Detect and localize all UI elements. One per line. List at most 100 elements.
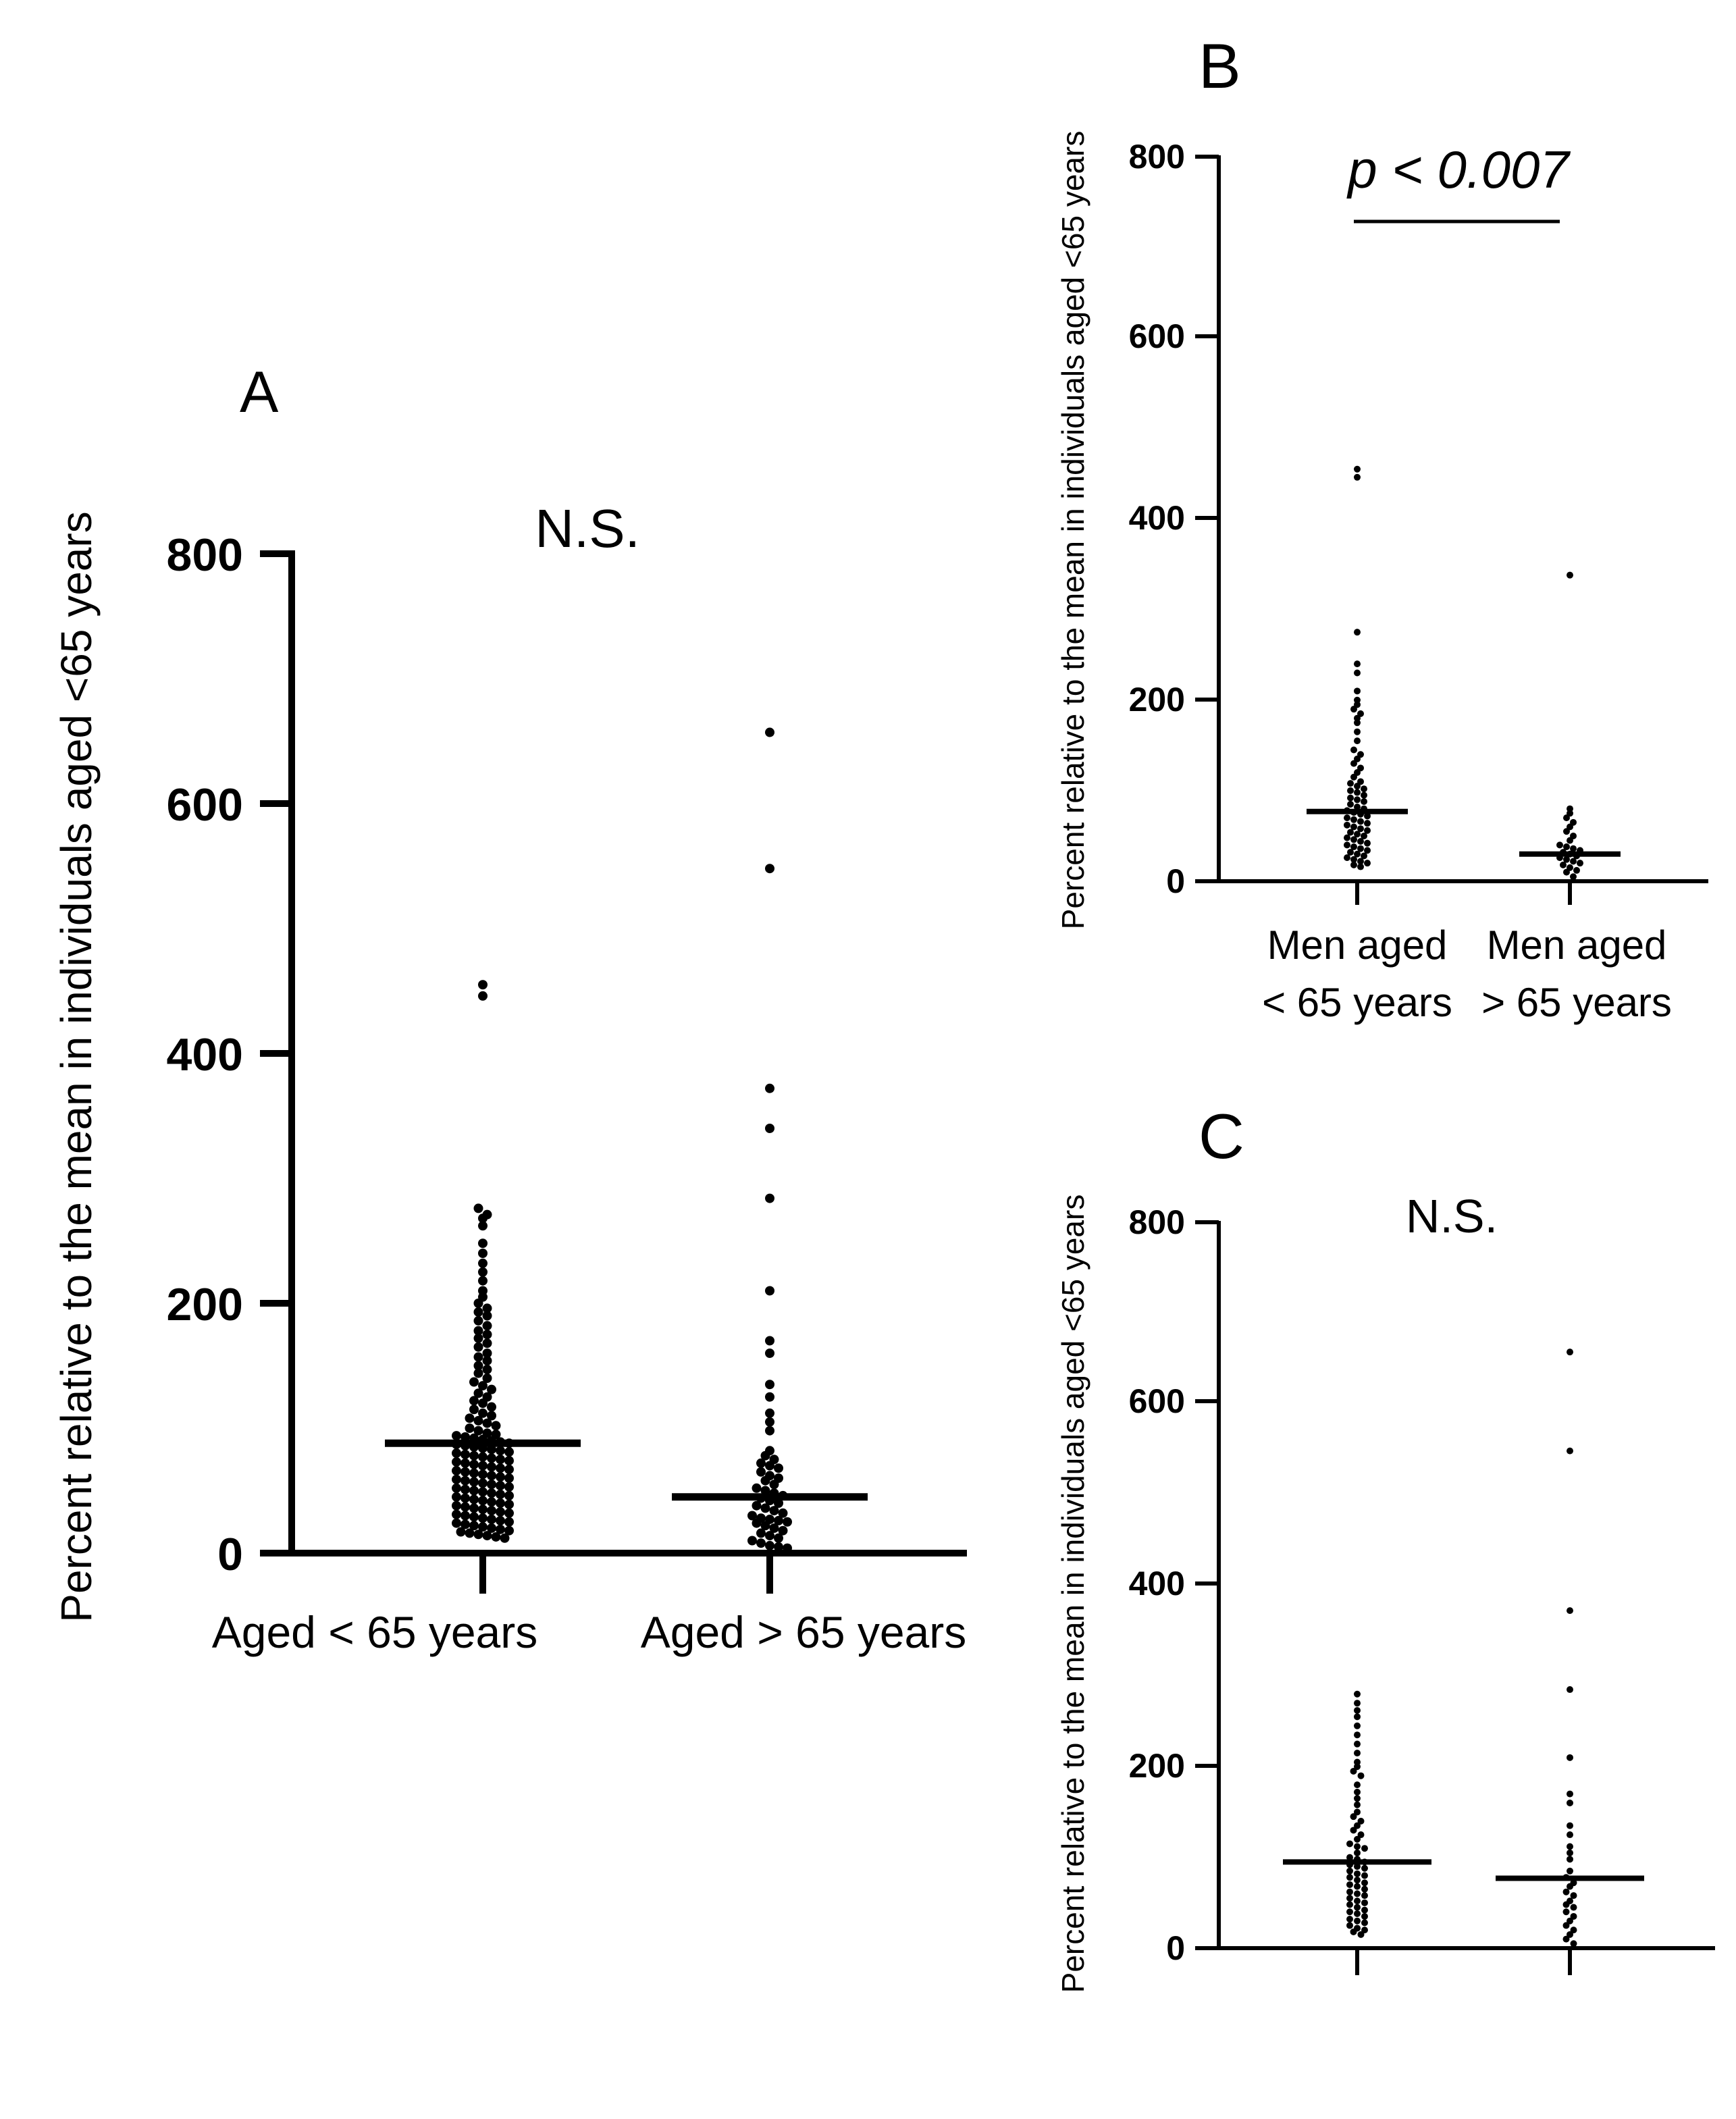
- panel-b-data-point: [1364, 839, 1371, 847]
- panel-b-data-point: [1361, 832, 1367, 839]
- panel-c-label: C: [1199, 1101, 1244, 1172]
- panel-a-data-point: [491, 1421, 501, 1431]
- panel-a-data-point: [774, 1498, 783, 1508]
- panel-a-data-point: [487, 1523, 496, 1533]
- panel-a-data-point: [774, 1533, 783, 1543]
- panel-b-data-point: [1364, 847, 1371, 854]
- panel-a-data-point: [482, 1349, 492, 1358]
- panel-c-data-point: [1361, 1864, 1368, 1872]
- panel-a-y-tick-label: 0: [217, 1529, 243, 1580]
- panel-a-data-point: [487, 1471, 496, 1481]
- panel-a-data-point: [482, 1338, 492, 1349]
- panel-c-data-point: [1357, 1931, 1365, 1938]
- panel-a-data-point: [765, 1531, 774, 1541]
- panel-a-data-point: [473, 1415, 483, 1425]
- panel-a-data-point: [496, 1481, 505, 1491]
- panel-c-data-point: [1354, 1890, 1361, 1898]
- panel-c-y-tick-label: 600: [1129, 1382, 1185, 1420]
- panel-a-data-point: [461, 1519, 470, 1529]
- panel-c-data-point: [1361, 1927, 1368, 1934]
- panel-c-y-tick-label: 200: [1129, 1747, 1185, 1785]
- panel-a-data-point: [473, 1333, 483, 1343]
- panel-b-data-point: [1347, 849, 1354, 856]
- panel-a-data-point: [769, 1506, 779, 1516]
- panel-a-data-point: [478, 1496, 488, 1506]
- panel-a-data-point: [482, 1209, 492, 1220]
- panel-c-data-point: [1346, 1854, 1353, 1861]
- panel-c-data-point: [1570, 1912, 1577, 1920]
- panel-c-data-point: [1354, 1706, 1361, 1714]
- panel-a-data-point: [469, 1405, 479, 1415]
- panel-a-data-point: [473, 1425, 483, 1436]
- panel-a-label: A: [240, 360, 279, 425]
- panel-b-data-point: [1570, 845, 1577, 852]
- panel-a-annotation: N.S.: [535, 498, 640, 558]
- panel-a-data-point: [482, 1531, 492, 1541]
- panel-a-data-point: [765, 1392, 774, 1402]
- panel-a-data-point: [482, 1321, 492, 1331]
- panel-a-data-point: [473, 1368, 483, 1378]
- panel-c-data-point: [1567, 1822, 1573, 1829]
- panel-a-data-point: [783, 1517, 792, 1527]
- panel-b-data-point: [1357, 845, 1364, 852]
- panel-a-data-point: [469, 1450, 479, 1461]
- panel-a-y-tick-label: 600: [167, 779, 243, 831]
- panel-a-data-point: [452, 1518, 461, 1528]
- panel-a-data-point: [765, 727, 774, 737]
- panel-a-data-point: [756, 1528, 766, 1538]
- panel-a-data-point: [769, 1455, 779, 1465]
- panel-c-data-point: [1354, 1731, 1361, 1739]
- panel-c-data-point: [1354, 1883, 1361, 1890]
- panel-b-y-tick-label: 400: [1129, 499, 1185, 537]
- panel-c-data-point: [1361, 1899, 1368, 1906]
- panel-a-data-point: [478, 1258, 488, 1268]
- panel-a-y-tick-label: 200: [167, 1279, 243, 1330]
- panel-b-data-point: [1556, 841, 1563, 849]
- panel-c-data-point: [1354, 1750, 1361, 1757]
- panel-a-data-point: [487, 1402, 496, 1412]
- panel-a-data-point: [487, 1411, 496, 1421]
- panel-a-data-point: [496, 1446, 505, 1456]
- panel-c-data-point: [1354, 1758, 1361, 1766]
- panel-c-data-point: [1346, 1922, 1353, 1929]
- panel-b-data-point: [1354, 804, 1361, 811]
- panel-a: A Percent relative to the mean in indivi…: [52, 360, 967, 1657]
- panel-a-data-point: [496, 1490, 505, 1500]
- panel-a-data-point: [478, 1381, 488, 1391]
- panel-a-data-point: [504, 1447, 514, 1457]
- panel-b-data-point: [1357, 751, 1364, 758]
- panel-a-data-point: [469, 1396, 479, 1406]
- panel-a-data-point: [487, 1444, 496, 1455]
- panel-a-data-point: [504, 1508, 514, 1518]
- panel-a-data-point: [765, 1515, 774, 1525]
- panel-b-y-tick-label: 600: [1129, 317, 1185, 355]
- panel-c-data-point: [1361, 1845, 1368, 1852]
- panel-c-data-point: [1361, 1919, 1368, 1927]
- panel-c: C Percent relative to the mean in indivi…: [1055, 1101, 1715, 1993]
- panel-c-data-point: [1567, 1898, 1573, 1905]
- panel-b-data-point: [1573, 866, 1580, 874]
- panel-b-data-point: [1357, 825, 1364, 833]
- panel-b-label: B: [1199, 30, 1241, 101]
- panel-a-data-point: [504, 1473, 514, 1483]
- panel-c-data-point: [1354, 1822, 1361, 1829]
- panel-a-data-point: [469, 1459, 479, 1469]
- panel-c-data-point: [1354, 1843, 1361, 1850]
- panel-a-data-point: [461, 1484, 470, 1494]
- panel-c-data-point: [1350, 1767, 1357, 1775]
- panel-a-data-point: [478, 1221, 488, 1231]
- panel-c-data-point: [1361, 1885, 1368, 1893]
- panel-a-data-point: [756, 1467, 766, 1477]
- panel-b-data-point: [1354, 796, 1361, 804]
- panel-c-data-point: [1354, 1849, 1361, 1856]
- panel-b-data-point: [1570, 858, 1577, 865]
- panel-c-data-point: [1346, 1874, 1353, 1881]
- panel-c-data-point: [1357, 1831, 1365, 1839]
- panel-b-data-point: [1361, 797, 1367, 805]
- panel-c-data-point: [1354, 1690, 1361, 1698]
- panel-a-y-ticks: 0 200 400 600 800: [167, 529, 292, 1580]
- panel-a-data-point: [473, 1529, 483, 1540]
- panel-b-data-point: [1354, 850, 1361, 858]
- panel-c-data-point: [1354, 1898, 1361, 1905]
- panel-c-data-point: [1570, 1892, 1577, 1900]
